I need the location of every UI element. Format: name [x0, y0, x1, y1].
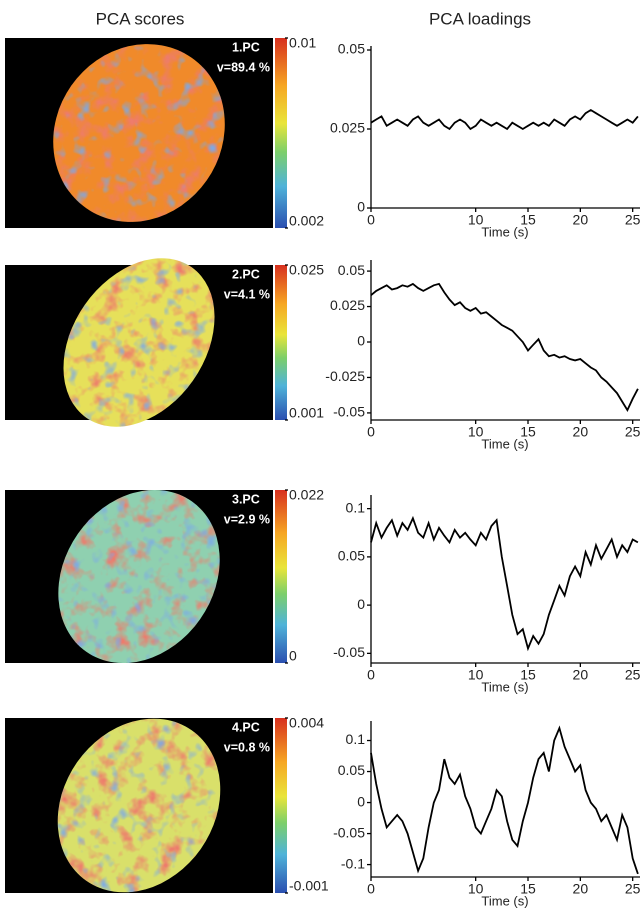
colorbar — [275, 38, 287, 228]
scores-header: PCA scores — [96, 9, 185, 28]
x-tick-label: 0 — [367, 881, 375, 897]
y-tick-label: 0.1 — [346, 499, 366, 515]
x-tick-label: 0 — [367, 667, 375, 683]
x-axis-label: Time (s) — [481, 436, 528, 451]
score-texture — [57, 718, 221, 893]
loadings-header: PCA loadings — [429, 9, 531, 28]
y-tick-label: 0 — [357, 793, 365, 809]
colorbar-tick-label: 0.004 — [289, 715, 324, 731]
colorbar — [275, 718, 287, 893]
x-tick-label: 15 — [520, 424, 536, 440]
pc-label: 3.PC — [232, 492, 260, 506]
pc-label: 2.PC — [232, 267, 260, 281]
x-tick-label: 15 — [520, 881, 536, 897]
y-tick-label: 0.05 — [338, 41, 365, 57]
pc-label: 1.PC — [232, 40, 260, 54]
y-tick-label: 0.05 — [338, 262, 365, 278]
y-tick-label: 0 — [357, 199, 365, 215]
colorbar-tick-label: 0.022 — [289, 487, 324, 503]
y-tick-label: -0.05 — [333, 404, 365, 420]
x-tick-label: 20 — [573, 212, 589, 228]
x-axis-label: Time (s) — [481, 679, 528, 694]
x-tick-label: 25 — [625, 881, 641, 897]
x-tick-label: 10 — [468, 424, 484, 440]
pc-label: 4.PC — [232, 720, 260, 734]
y-tick-label: 0.025 — [330, 297, 365, 313]
colorbar — [275, 490, 287, 663]
score-texture — [58, 489, 220, 664]
y-tick-label: 0 — [357, 333, 365, 349]
x-tick-label: 10 — [468, 881, 484, 897]
colorbar-tick-label: 0.025 — [289, 262, 324, 278]
y-tick-label: -0.05 — [333, 644, 365, 660]
variance-label: v=2.9 % — [224, 512, 270, 526]
y-tick-label: -0.1 — [341, 855, 365, 871]
x-tick-label: 10 — [468, 212, 484, 228]
loading-line — [370, 515, 639, 652]
y-tick-label: 0.025 — [330, 120, 365, 136]
x-tick-label: 0 — [367, 212, 375, 228]
x-tick-label: 10 — [468, 667, 484, 683]
x-tick-label: 25 — [625, 667, 641, 683]
y-tick-label: 0.05 — [338, 762, 365, 778]
y-tick-label: 0.1 — [346, 731, 366, 747]
x-tick-label: 20 — [573, 667, 589, 683]
score-texture — [53, 44, 225, 222]
variance-label: v=89.4 % — [217, 60, 270, 74]
loading-line — [370, 725, 639, 875]
colorbar — [275, 265, 287, 420]
y-tick-label: 0 — [357, 596, 365, 612]
x-tick-label: 15 — [520, 212, 536, 228]
x-tick-label: 0 — [367, 424, 375, 440]
x-tick-label: 20 — [573, 881, 589, 897]
colorbar-tick-label: 0.002 — [289, 213, 324, 229]
colorbar-tick-label: 0.001 — [289, 405, 324, 421]
x-tick-label: 25 — [625, 212, 641, 228]
loading-line — [370, 108, 639, 131]
x-axis-label: Time (s) — [481, 893, 528, 908]
x-tick-label: 20 — [573, 424, 589, 440]
colorbar-tick-label: -0.001 — [289, 878, 329, 894]
loading-line — [370, 282, 639, 413]
y-tick-label: 0.05 — [338, 548, 365, 564]
variance-label: v=0.8 % — [224, 740, 270, 754]
variance-label: v=4.1 % — [224, 287, 270, 301]
x-axis-label: Time (s) — [481, 224, 528, 239]
colorbar-tick-label: 0.01 — [289, 35, 316, 51]
x-tick-label: 15 — [520, 667, 536, 683]
y-tick-label: -0.025 — [325, 368, 365, 384]
score-texture — [63, 258, 215, 427]
y-tick-label: -0.05 — [333, 824, 365, 840]
colorbar-tick-label: 0 — [289, 648, 297, 664]
x-tick-label: 25 — [625, 424, 641, 440]
